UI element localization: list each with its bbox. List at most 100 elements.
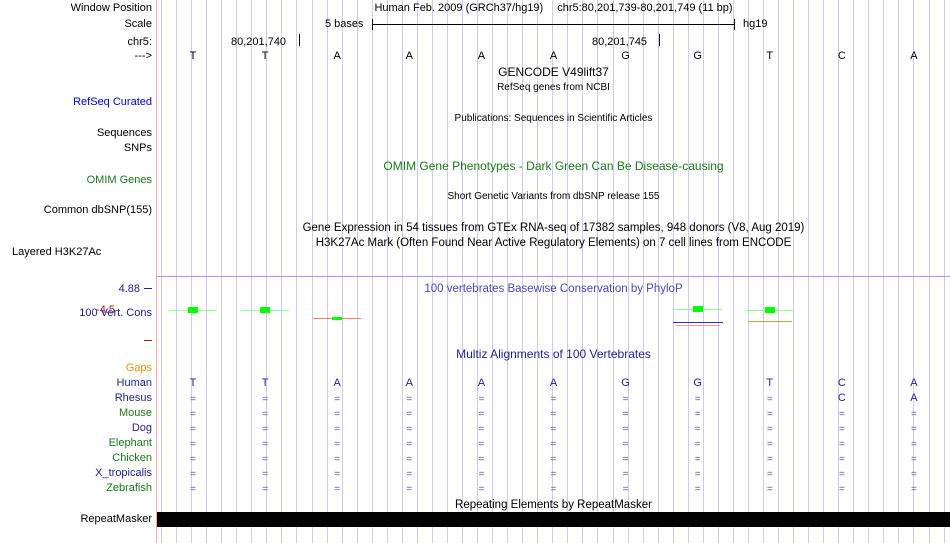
alignment-gap: = — [694, 409, 701, 420]
gridline — [793, 0, 794, 543]
alignment-gap: = — [694, 424, 701, 435]
gridline — [853, 0, 854, 543]
alignment-gap: = — [766, 484, 773, 495]
species-label-dog[interactable]: Dog — [131, 422, 152, 434]
reference-base: A — [549, 50, 558, 62]
gridline — [748, 0, 749, 543]
conservation-bar[interactable] — [764, 307, 775, 313]
alignment-gap: = — [694, 394, 701, 405]
alignment-gap: = — [406, 454, 413, 465]
alignment-gap: = — [838, 454, 845, 465]
alignment-gap: = — [406, 394, 413, 405]
species-label-chicken[interactable]: Chicken — [112, 452, 152, 464]
alignment-base: T — [766, 377, 774, 389]
alignment-gap: = — [190, 424, 196, 435]
track-label-layered-h3k27ac[interactable]: Layered H3K27Ac — [12, 246, 102, 258]
alignment-gap: = — [694, 469, 701, 480]
alignment-gap: = — [262, 409, 269, 420]
alignment-gap: = — [190, 409, 196, 420]
gridline — [537, 0, 538, 543]
alignment-gap: = — [478, 409, 485, 420]
track-desc-multiz[interactable]: Multiz Alignments of 100 Vertebrates — [456, 347, 651, 361]
track-desc-omim[interactable]: OMIM Gene Phenotypes - Dark Green Can Be… — [383, 159, 724, 173]
species-label-rhesus[interactable]: Rhesus — [114, 392, 152, 404]
alignment-gap: = — [262, 469, 269, 480]
track-label-sequences[interactable]: Sequences — [96, 127, 152, 139]
gridline — [161, 0, 162, 543]
alignment-gap: = — [550, 484, 557, 495]
species-label-gaps[interactable]: Gaps — [125, 362, 152, 374]
alignment-base: A — [405, 377, 413, 389]
gridline — [191, 0, 192, 543]
alignment-gap: = — [262, 454, 269, 465]
track-desc-gencode[interactable]: GENCODE V49lift37 — [498, 65, 609, 79]
track-label-repeatmasker[interactable]: RepeatMasker — [80, 513, 152, 525]
track-desc-phylop[interactable]: 100 vertebrates Basewise Conservation by… — [424, 283, 683, 295]
conservation-bar[interactable] — [260, 307, 271, 313]
alignment-base: T — [261, 377, 269, 389]
alignment-gap: = — [766, 469, 773, 480]
reference-base: A — [910, 50, 918, 62]
reference-base: T — [261, 50, 269, 62]
conservation-bar[interactable] — [692, 306, 703, 312]
species-label-mouse[interactable]: Mouse — [118, 407, 152, 419]
reference-base: T — [766, 50, 774, 62]
track-label-refseq-curated[interactable]: RefSeq Curated — [73, 96, 152, 108]
track-desc-h3k27ac[interactable]: H3K27Ac Mark (Often Found Near Active Re… — [315, 237, 792, 249]
alignment-base: T — [189, 377, 197, 389]
alignment-gap: = — [766, 394, 773, 405]
scale-tick-right — [734, 19, 735, 30]
repeatmasker-bar[interactable] — [157, 512, 950, 527]
coord-tick-label-2: 80,201,745 — [592, 36, 648, 48]
alignment-gap: = — [406, 484, 413, 495]
gridline — [402, 0, 403, 543]
conservation-min-label: -4.5 — [96, 304, 115, 316]
gridline — [447, 0, 448, 543]
gridline — [522, 0, 523, 543]
alignment-gap: = — [838, 424, 845, 435]
alignment-gap: = — [911, 454, 917, 465]
conservation-bar[interactable] — [188, 307, 199, 313]
alignment-gap: = — [334, 439, 341, 450]
track-desc-publications[interactable]: Publications: Sequences in Scientific Ar… — [454, 113, 653, 124]
alignment-gap: = — [550, 454, 557, 465]
track-desc-dbsnp[interactable]: Short Genetic Variants from dbSNP releas… — [447, 191, 660, 202]
gridline — [898, 0, 899, 543]
alignment-gap: = — [334, 394, 341, 405]
species-label-human[interactable]: Human — [116, 377, 152, 389]
track-desc-gtex[interactable]: Gene Expression in 54 tissues from GTEx … — [302, 222, 805, 234]
coord-tick-mark-1 — [299, 34, 300, 46]
track-label-common-dbsnp[interactable]: Common dbSNP(155) — [43, 204, 152, 216]
gridline — [913, 0, 914, 543]
conservation-max-tick — [144, 288, 152, 289]
track-desc-refseq-ncbi[interactable]: RefSeq genes from NCBI — [497, 82, 610, 93]
species-label-zebrafish[interactable]: Zebrafish — [106, 482, 152, 494]
gridline — [718, 0, 719, 543]
reference-base: G — [621, 50, 630, 62]
gridline — [296, 0, 297, 543]
gridline — [868, 0, 869, 543]
species-label-x_tropicalis[interactable]: X_tropicalis — [95, 467, 152, 479]
track-desc-repeatmasker[interactable]: Repeating Elements by RepeatMasker — [455, 499, 652, 511]
track-label-100-vert-cons[interactable]: 100 Vert. Cons — [79, 307, 152, 319]
conservation-bar[interactable] — [332, 317, 343, 320]
alignment-gap: = — [766, 409, 773, 420]
track-label-omim-genes[interactable]: OMIM Genes — [86, 174, 152, 186]
reference-base: T — [189, 50, 197, 62]
alignment-gap: = — [190, 439, 196, 450]
gridline — [688, 0, 689, 543]
species-label-elephant[interactable]: Elephant — [108, 437, 152, 449]
alignment-gap: = — [334, 454, 341, 465]
alignment-base: A — [910, 392, 918, 404]
alignment-gap: = — [838, 469, 845, 480]
alignment-base: A — [477, 377, 486, 389]
gridline — [492, 0, 493, 543]
position-range[interactable]: chr5:80,201,739-80,201,749 (11 bp) — [557, 2, 733, 14]
track-label-snps[interactable]: SNPs — [123, 142, 152, 154]
strand-arrow-label: ---> — [134, 50, 152, 62]
alignment-gap: = — [478, 439, 485, 450]
alignment-gap: = — [262, 394, 269, 405]
scale-label: Scale — [124, 18, 152, 30]
gridline — [733, 0, 734, 543]
alignment-gap: = — [694, 454, 701, 465]
